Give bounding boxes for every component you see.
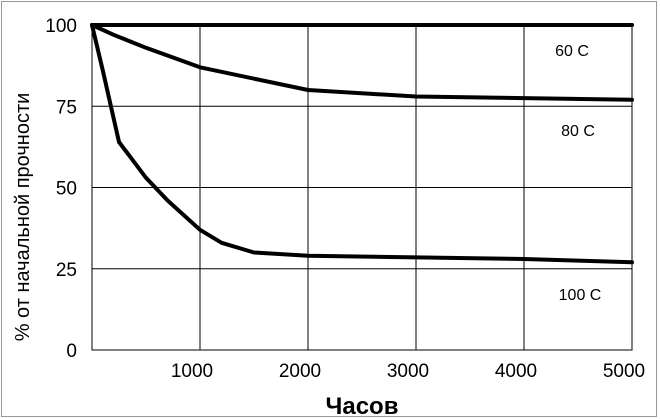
series-annotations: 60 C 80 C 100 C — [555, 43, 601, 304]
y-tick-label: 0 — [66, 341, 77, 362]
series-annotation: 80 C — [561, 123, 595, 140]
series-annotation: 100 C — [559, 287, 602, 304]
series-lines — [90, 23, 634, 265]
x-tick-label: 4000 — [495, 361, 537, 382]
tick-labels: 1000 2000 3000 4000 5000 0 25 50 75 100 — [45, 16, 645, 382]
y-tick-label: 25 — [56, 260, 77, 281]
y-axis-label: % от начальной прочности — [12, 93, 34, 342]
series-line-100c — [90, 23, 634, 265]
y-tick-label: 75 — [56, 97, 77, 118]
x-tick-label: 1000 — [171, 361, 213, 382]
labels: Часов % от начальной прочности — [12, 93, 398, 419]
x-tick-label: 3000 — [387, 361, 429, 382]
x-tick-label: 2000 — [279, 361, 321, 382]
series-annotation: 60 C — [555, 43, 589, 60]
series-line-80c — [90, 23, 634, 102]
x-tick-label: 5000 — [603, 361, 645, 382]
y-tick-label: 50 — [56, 179, 77, 200]
x-axis-label: Часов — [326, 393, 399, 419]
y-tick-label: 100 — [45, 16, 77, 37]
grid — [91, 24, 633, 351]
